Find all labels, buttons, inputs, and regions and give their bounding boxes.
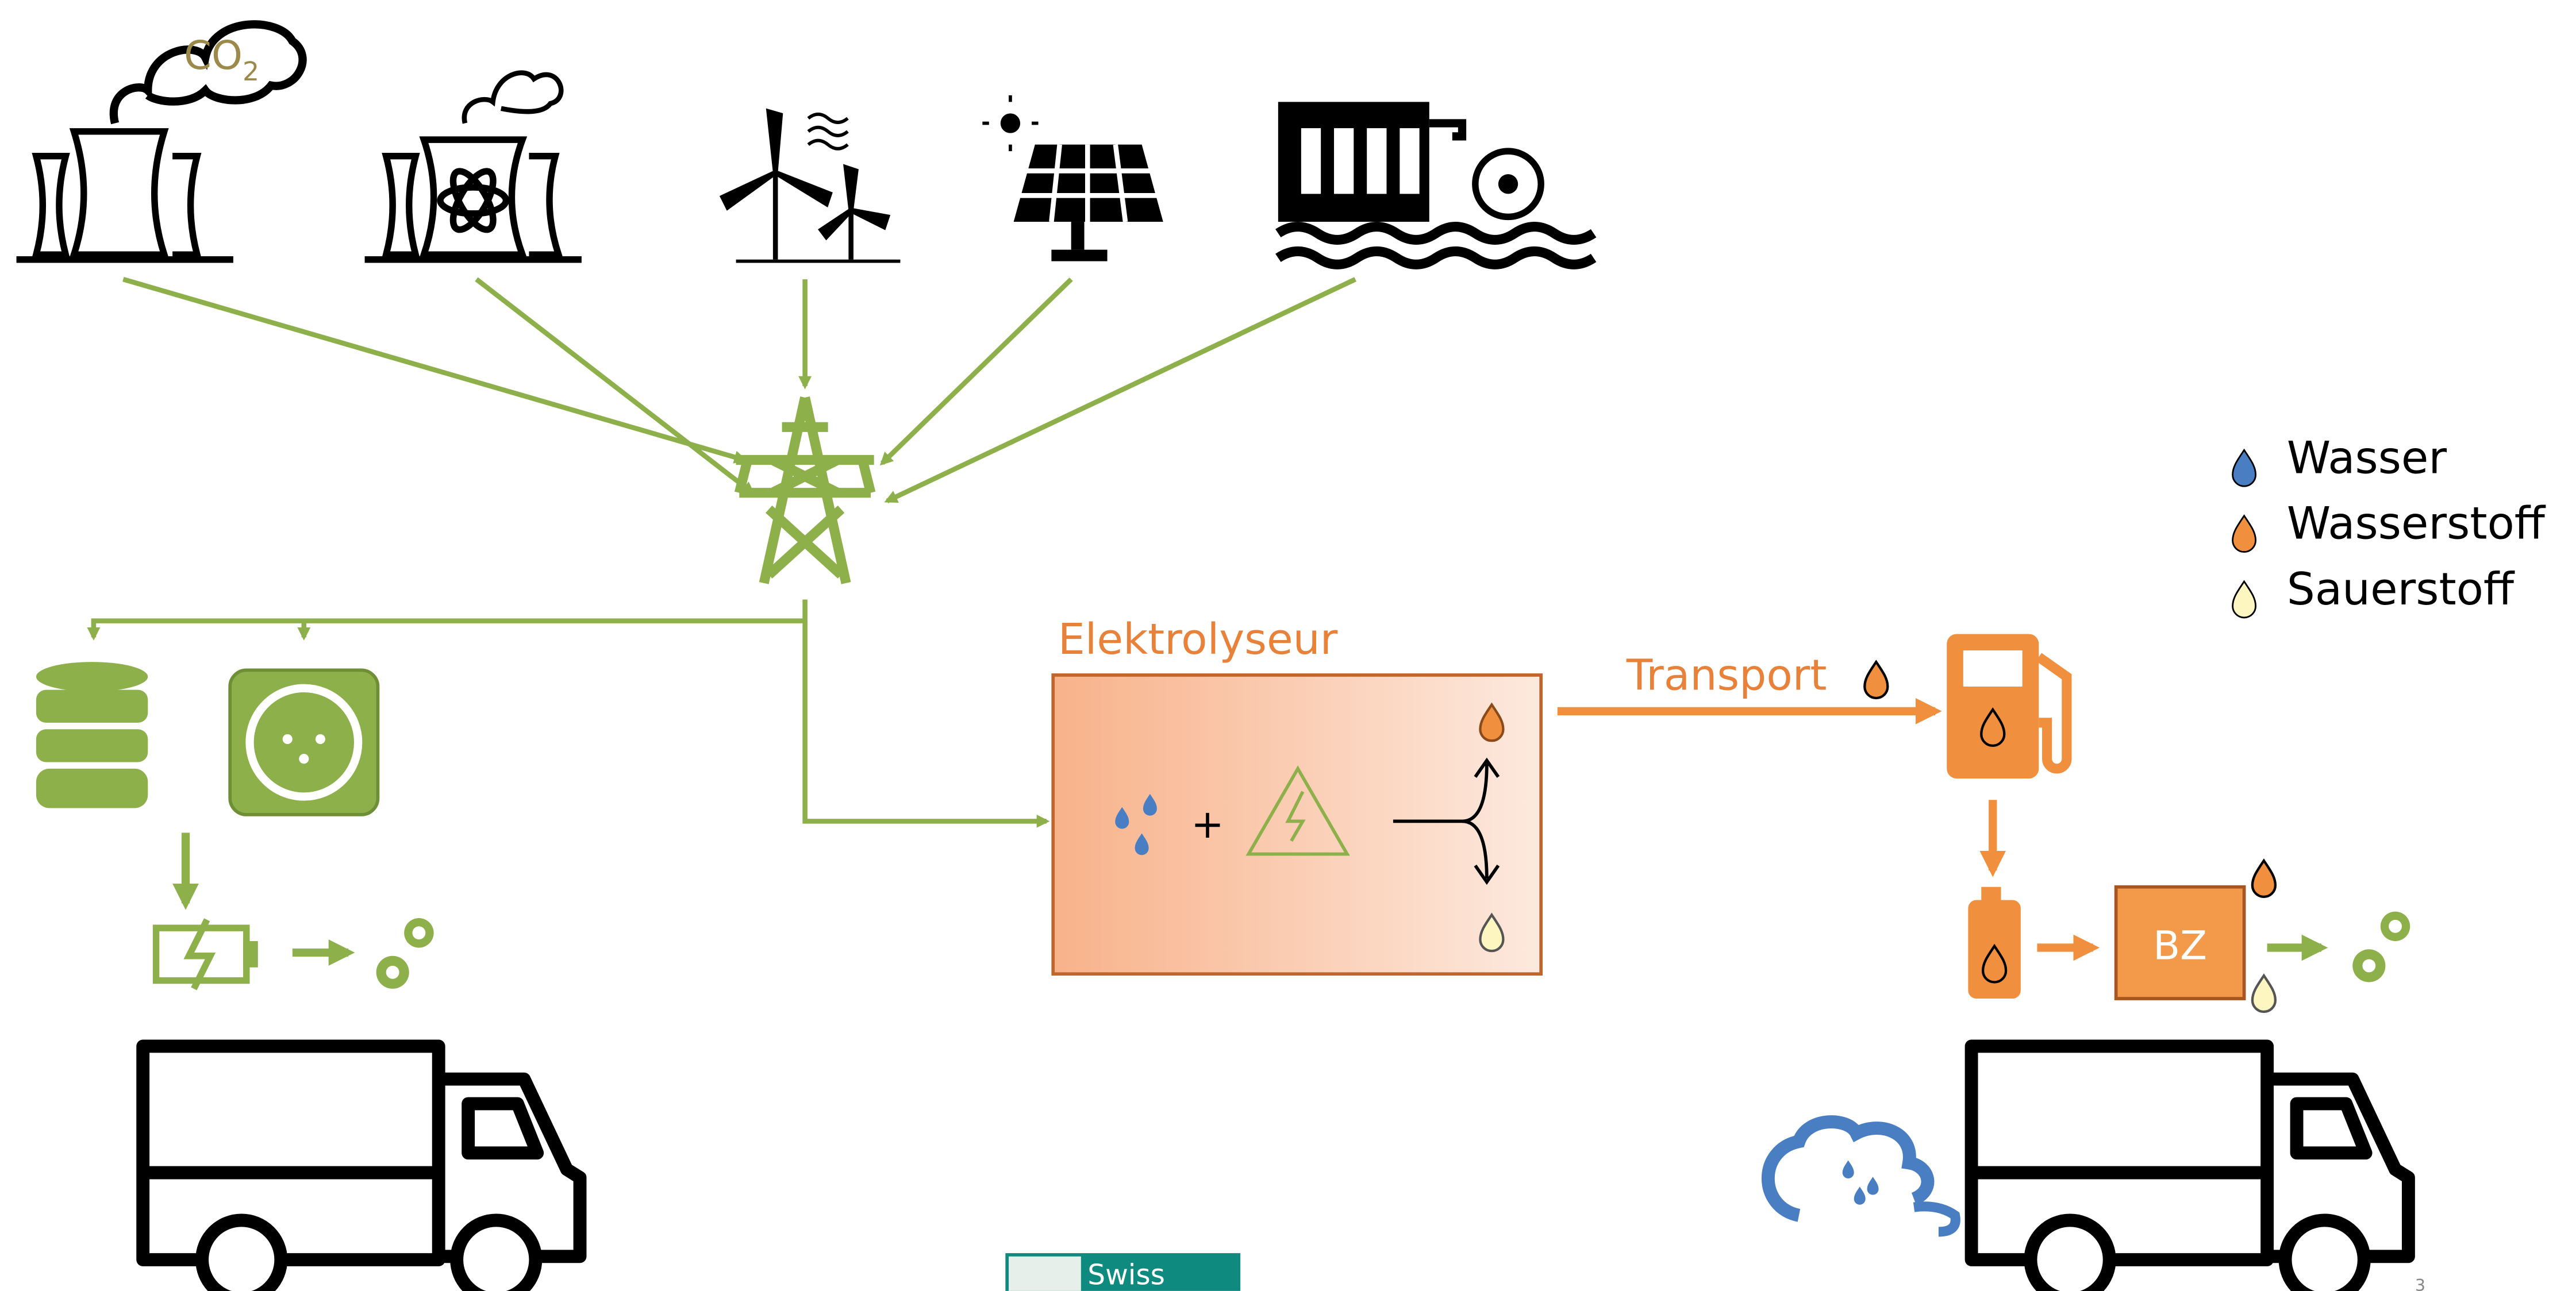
logo-text: Swiss xyxy=(1087,1259,1165,1291)
truck-left xyxy=(143,1046,580,1291)
legend-swatch xyxy=(2233,581,2256,618)
logo: Swiss xyxy=(1005,1253,1240,1291)
plus: + xyxy=(1191,801,1224,847)
hydro-dam xyxy=(1278,102,1594,264)
page-number: 3 xyxy=(2415,1275,2425,1291)
electrolyzer-title: Elektrolyseur xyxy=(1058,614,1338,664)
socket-icon xyxy=(230,670,378,815)
storage-icon xyxy=(36,662,148,808)
legend-swatch xyxy=(2233,450,2256,486)
gears xyxy=(376,918,434,989)
fuel-cell-label: BZ xyxy=(2153,923,2207,969)
nuclear-plant xyxy=(365,73,582,260)
truck-right xyxy=(1971,1046,2408,1291)
oxygen-drop xyxy=(2252,976,2275,1012)
pylon xyxy=(736,398,874,583)
legend-label: Wasser xyxy=(2287,432,2447,484)
page: {"co2_label":{"main":"CO","sub":"2"}, "e… xyxy=(0,0,2576,1291)
battery xyxy=(156,920,255,989)
diagram: CO2 Elektrolyseur + Transport BZ xyxy=(0,0,2576,1291)
legend-swatch xyxy=(2233,516,2256,552)
legend-label: Wasserstoff xyxy=(2287,498,2546,550)
transport-label: Transport xyxy=(1626,650,1827,700)
tank xyxy=(1968,887,2020,999)
wind-turbines xyxy=(723,112,901,261)
gears xyxy=(2352,912,2410,982)
fuel-pump xyxy=(1947,634,2067,779)
hydrogen-drop xyxy=(2252,861,2275,897)
hydrogen-drop xyxy=(1864,662,1887,698)
water-cloud xyxy=(1768,1122,1955,1232)
legend-label: Sauerstoff xyxy=(2287,564,2515,615)
solar-panel xyxy=(982,95,1163,261)
grid-arrows xyxy=(123,279,1355,501)
legend: Wasser Wasserstoff Sauerstoff xyxy=(2233,432,2546,618)
co2-label: CO2 xyxy=(184,33,259,87)
coal-plant xyxy=(17,24,303,259)
